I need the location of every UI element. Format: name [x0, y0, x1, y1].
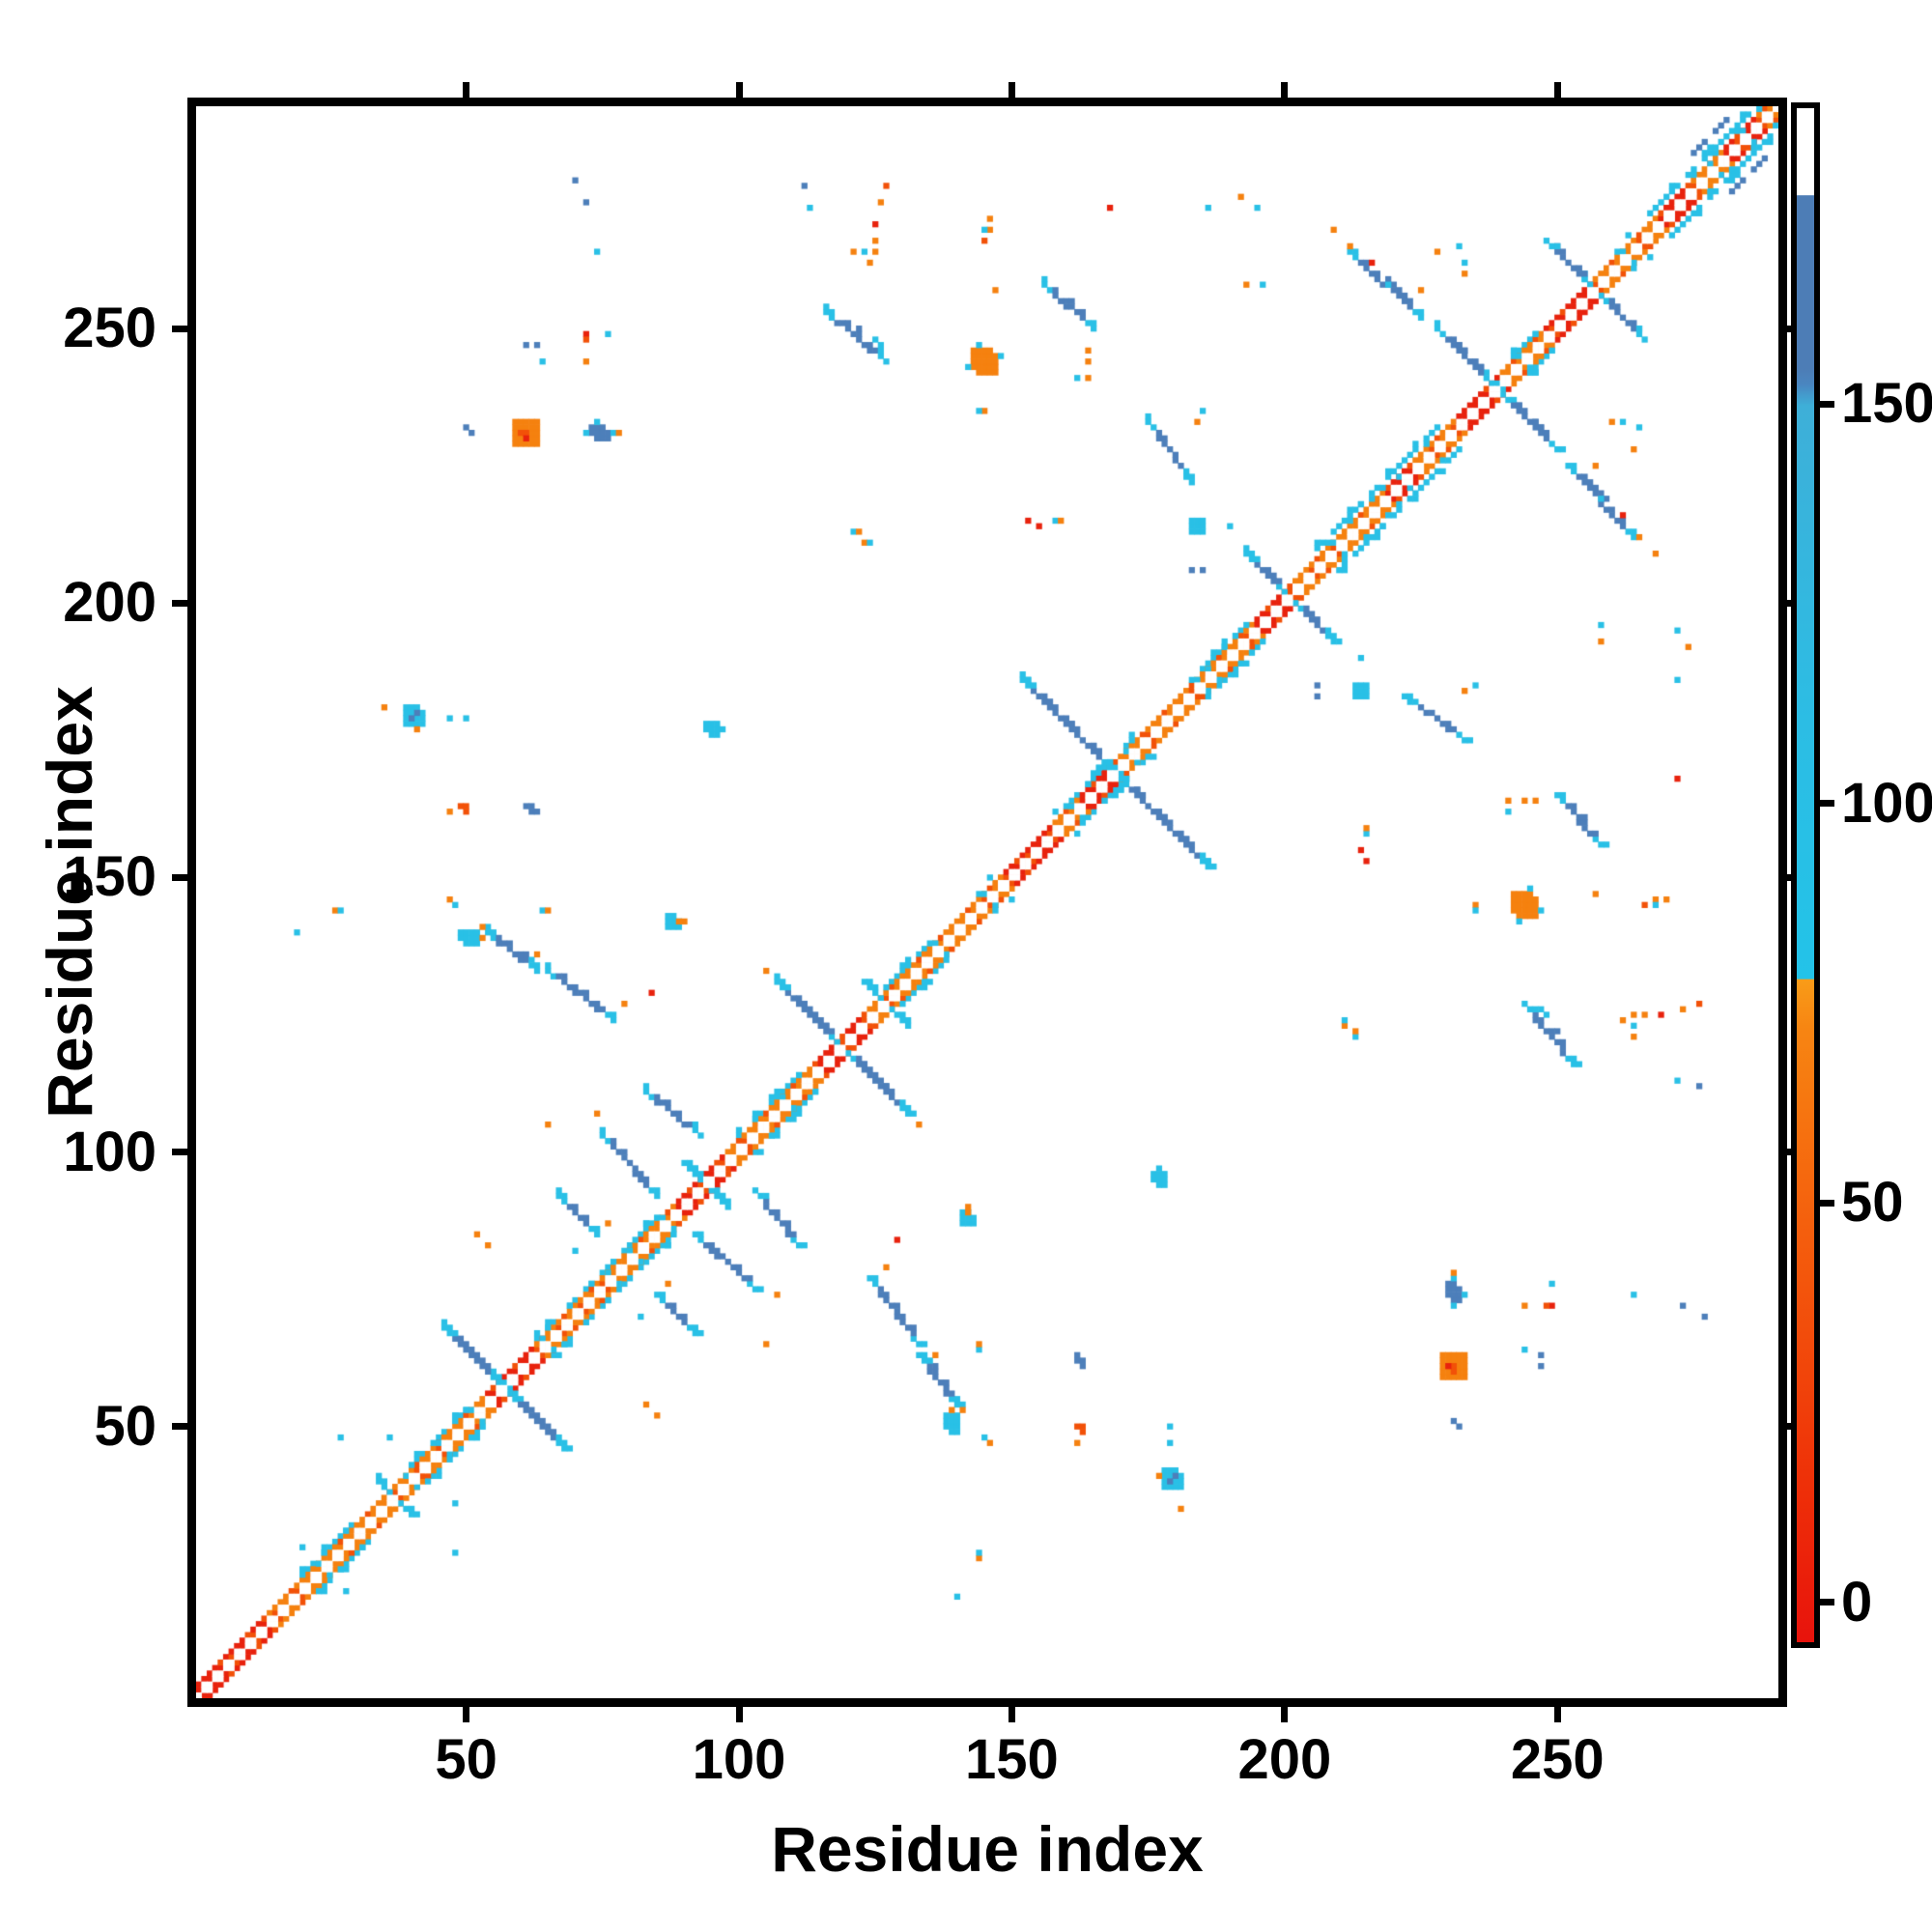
colorbar-tick	[1820, 1199, 1834, 1207]
x-tick-top	[1281, 82, 1289, 98]
y-tick-label: 150	[63, 845, 156, 909]
colorbar-tick	[1820, 800, 1834, 808]
y-tick-label: 200	[63, 571, 156, 635]
x-tick-label: 250	[1510, 1728, 1605, 1791]
contact-map-canvas	[196, 106, 1778, 1698]
x-tick	[1553, 1707, 1561, 1722]
x-tick	[735, 1707, 743, 1722]
x-tick-top	[1008, 82, 1015, 98]
y-tick	[172, 325, 187, 332]
colorbar-gradient	[1797, 108, 1814, 1642]
x-axis-title: Residue index	[771, 1813, 1204, 1885]
x-tick-label: 50	[435, 1728, 497, 1791]
x-tick	[1281, 1707, 1289, 1722]
colorbar-tick	[1820, 1599, 1834, 1606]
colorbar-tick-label: 100	[1841, 771, 1932, 835]
y-tick	[172, 599, 187, 607]
x-tick-label: 200	[1237, 1728, 1332, 1791]
x-tick-top	[1553, 82, 1561, 98]
colorbar-tick-label: 0	[1841, 1570, 1873, 1634]
colorbar-tick	[1820, 400, 1834, 408]
y-tick	[172, 1423, 187, 1431]
y-tick-label: 100	[63, 1120, 156, 1183]
x-tick-label: 150	[965, 1728, 1059, 1791]
colorbar-frame	[1791, 102, 1820, 1648]
y-axis-title: Residue index	[34, 686, 105, 1119]
x-tick	[1008, 1707, 1015, 1722]
y-tick	[172, 873, 187, 881]
x-tick-top	[735, 82, 743, 98]
colorbar-tick-label: 50	[1841, 1171, 1904, 1235]
y-tick-label: 50	[94, 1394, 156, 1458]
x-tick-label: 100	[692, 1728, 786, 1791]
colorbar-tick-label: 150	[1841, 372, 1932, 436]
y-tick	[172, 1149, 187, 1156]
x-tick-top	[463, 82, 470, 98]
y-tick-label: 250	[63, 297, 156, 360]
x-tick	[463, 1707, 470, 1722]
